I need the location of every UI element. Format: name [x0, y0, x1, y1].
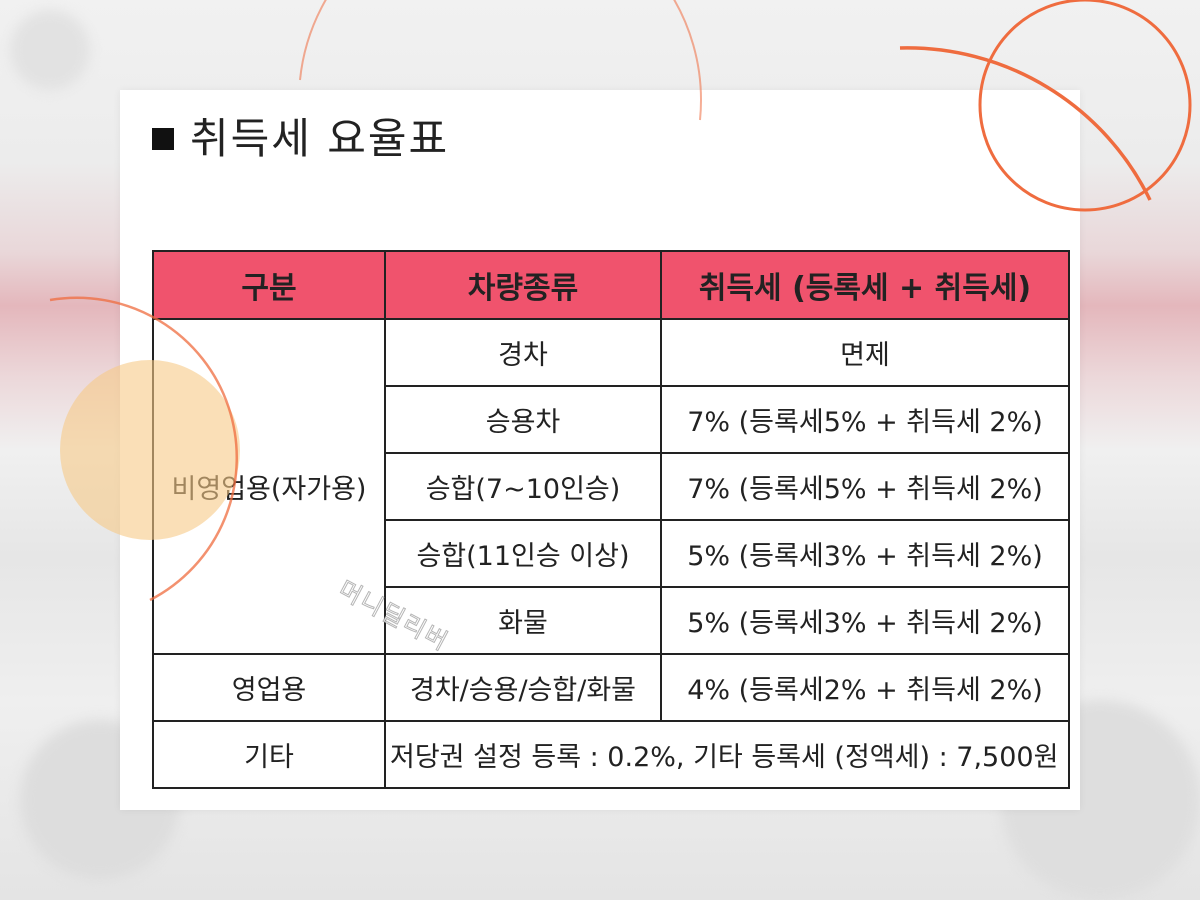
category-cell: 기타	[152, 720, 386, 789]
vehicle-cell: 경차	[384, 318, 662, 387]
header-vehicle-type: 차량종류	[384, 250, 662, 320]
category-cell: 영업용	[152, 653, 386, 722]
table-row: 승용차 7% (등록세5% + 취득세 2%)	[153, 385, 1070, 454]
vehicle-cell: 경차/승용/승합/화물	[384, 653, 662, 722]
table-row: 승합(7~10인승) 7% (등록세5% + 취득세 2%)	[153, 452, 1070, 521]
page-title: 취득세 요율표	[190, 114, 450, 163]
table-row: 비영업용(자가용) 경차 면제	[152, 318, 1070, 655]
rate-cell: 4% (등록세2% + 취득세 2%)	[660, 653, 1070, 722]
vehicle-cell: 화물	[384, 586, 662, 655]
rate-cell: 7% (등록세5% + 취득세 2%)	[660, 452, 1070, 521]
table-row: 기타 저당권 설정 등록 : 0.2%, 기타 등록세 (정액세) : 7,50…	[152, 720, 1070, 789]
document-card: 취득세 요율표 구분 차량종류 취득세 (등록세 + 취득세) 비영업용(자가용…	[120, 90, 1080, 810]
vehicle-cell: 승합(7~10인승)	[384, 452, 662, 521]
header-tax-rate: 취득세 (등록세 + 취득세)	[660, 250, 1070, 320]
rate-cell: 7% (등록세5% + 취득세 2%)	[660, 385, 1070, 454]
square-bullet-icon	[152, 128, 174, 150]
title-row: 취득세 요율표	[152, 118, 449, 160]
tax-rate-table: 구분 차량종류 취득세 (등록세 + 취득세) 비영업용(자가용) 경차 면제 …	[152, 250, 1070, 789]
vehicle-cell: 승용차	[384, 385, 662, 454]
header-category: 구분	[152, 250, 386, 320]
background-blob	[10, 10, 90, 90]
rate-cell: 5% (등록세3% + 취득세 2%)	[660, 586, 1070, 655]
vehicle-cell: 승합(11인승 이상)	[384, 519, 662, 588]
rate-cell: 5% (등록세3% + 취득세 2%)	[660, 519, 1070, 588]
table-row: 화물 5% (등록세3% + 취득세 2%)	[153, 586, 1070, 655]
rate-cell: 면제	[660, 318, 1070, 387]
table-row: 영업용 경차/승용/승합/화물 4% (등록세2% + 취득세 2%)	[152, 653, 1070, 722]
table-header-row: 구분 차량종류 취득세 (등록세 + 취득세)	[152, 250, 1070, 320]
table-row: 승합(11인승 이상) 5% (등록세3% + 취득세 2%)	[153, 519, 1070, 588]
etc-note-cell: 저당권 설정 등록 : 0.2%, 기타 등록세 (정액세) : 7,500원	[384, 720, 1070, 789]
